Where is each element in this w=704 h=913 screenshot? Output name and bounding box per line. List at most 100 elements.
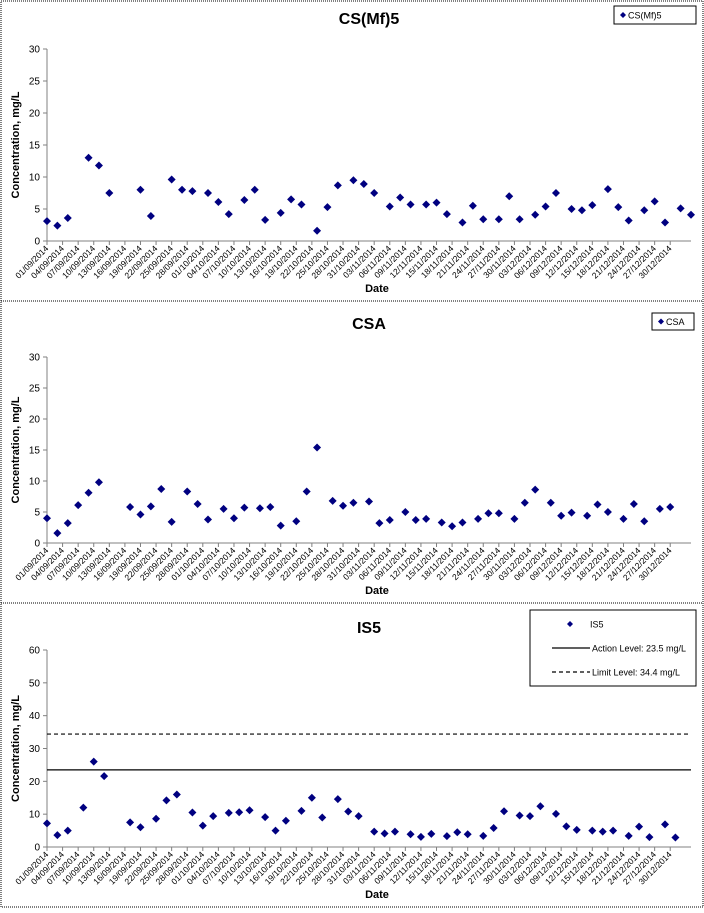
data-point [178, 185, 187, 194]
y-tick-label: 30 [29, 353, 41, 364]
data-point [344, 807, 353, 816]
legend-box [651, 312, 695, 331]
data-point [416, 832, 425, 841]
data-point [297, 200, 306, 209]
data-point [370, 189, 379, 197]
data-point [520, 498, 529, 507]
data-point [375, 519, 384, 528]
data-point [500, 807, 509, 816]
data-point [349, 176, 358, 185]
data-point [271, 826, 280, 835]
x-axis-label: Date [365, 585, 389, 597]
legend-label: Limit Level: 34.4 mg/L [592, 668, 680, 678]
data-point [53, 529, 62, 538]
data-point [396, 193, 405, 202]
data-point [328, 496, 337, 505]
data-point [229, 514, 238, 523]
chart-panel-1: CS(Mf)505101520253001/09/201404/09/20140… [10, 5, 697, 295]
data-point [188, 808, 197, 817]
data-point [146, 212, 155, 221]
legend-label: CSA [666, 317, 685, 327]
data-point [370, 827, 379, 836]
y-axis-label: Concentration, mg/L [10, 396, 22, 503]
data-point [551, 189, 560, 197]
data-point [385, 516, 394, 525]
data-point [224, 210, 233, 219]
data-point [261, 813, 270, 822]
data-point [240, 503, 249, 512]
data-point [172, 790, 181, 799]
legend-label: Action Level: 23.5 mg/L [592, 644, 686, 654]
data-point [635, 822, 644, 831]
data-point [94, 161, 103, 170]
y-tick-label: 15 [29, 446, 41, 457]
data-point [89, 757, 98, 766]
data-point [562, 822, 571, 831]
data-point [84, 488, 93, 497]
data-point [63, 213, 72, 222]
y-tick-label: 20 [29, 109, 41, 120]
y-tick-label: 30 [29, 744, 41, 755]
data-point [339, 501, 348, 510]
data-point [427, 829, 436, 838]
data-point [276, 208, 285, 217]
data-point [489, 823, 498, 832]
legend-box [613, 5, 697, 25]
data-point [167, 175, 176, 184]
data-point [136, 510, 145, 519]
y-tick-label: 20 [29, 777, 41, 788]
y-tick-label: 15 [29, 141, 41, 152]
data-point [640, 517, 649, 526]
data-point [281, 816, 290, 825]
data-point [526, 812, 534, 821]
data-point [463, 830, 472, 839]
data-point [365, 497, 373, 506]
y-tick-label: 25 [29, 384, 41, 395]
data-point [53, 831, 62, 840]
chart-title: IS5 [357, 620, 381, 637]
data-point [53, 221, 62, 230]
y-tick-label: 5 [34, 508, 40, 519]
data-point [219, 504, 228, 513]
data-point [541, 202, 550, 211]
data-point [74, 501, 83, 510]
data-point [687, 210, 695, 219]
data-point [313, 226, 322, 235]
chart-panel-2: CSA05101520253001/09/201404/09/201407/09… [1, 300, 703, 597]
legend-marker [658, 318, 664, 325]
data-point [162, 796, 171, 805]
data-point [531, 485, 540, 494]
data-point [333, 795, 342, 804]
data-point [79, 803, 88, 812]
y-tick-label: 10 [29, 173, 41, 184]
data-point [349, 498, 358, 507]
legend-label: CS(Mf)5 [628, 11, 662, 21]
data-point [619, 514, 628, 523]
x-axis-label: Date [365, 283, 389, 295]
y-tick-label: 60 [29, 646, 41, 657]
data-point [261, 215, 270, 224]
data-point [359, 180, 368, 189]
data-point [515, 811, 524, 820]
data-point [655, 504, 664, 513]
data-point [318, 813, 327, 822]
data-point [536, 802, 545, 811]
y-tick-label: 40 [29, 711, 41, 722]
data-point [624, 216, 633, 225]
data-point [390, 827, 399, 836]
data-point [567, 508, 576, 517]
data-point [474, 514, 483, 523]
data-point [146, 502, 155, 511]
data-point [250, 185, 259, 194]
data-point [406, 200, 415, 209]
data-point [588, 826, 597, 835]
data-point [479, 831, 488, 840]
y-tick-label: 20 [29, 415, 41, 426]
data-point [453, 828, 462, 837]
data-point [645, 833, 654, 842]
data-point [204, 189, 212, 197]
data-point [105, 189, 114, 197]
y-tick-label: 0 [34, 237, 40, 248]
data-point [515, 215, 524, 224]
